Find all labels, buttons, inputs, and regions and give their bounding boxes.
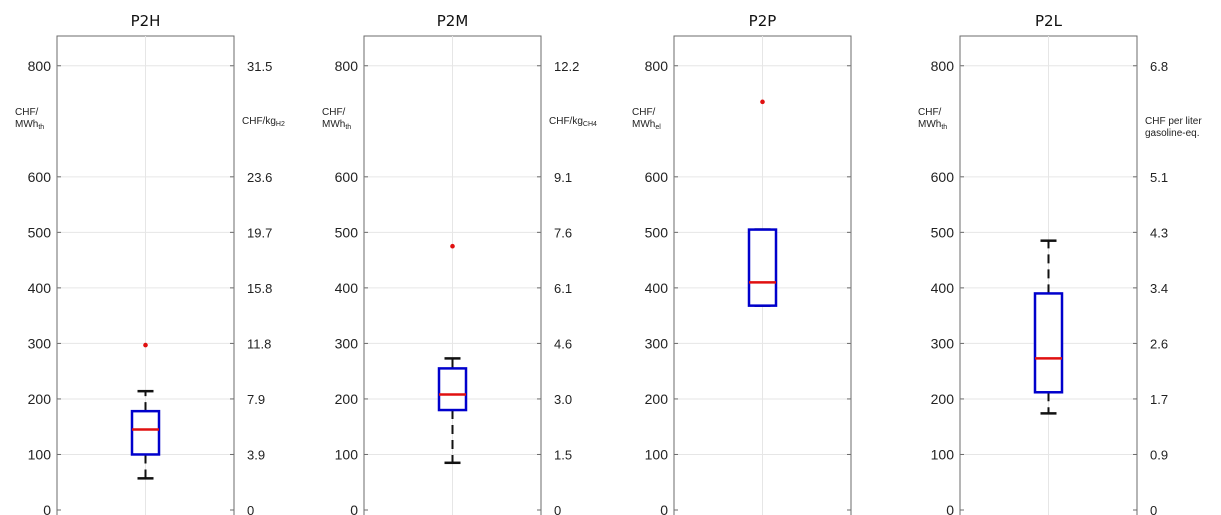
y-tick-label: 300	[28, 335, 52, 351]
box-iqr	[130, 409, 161, 456]
y-tick-label: 600	[931, 169, 955, 185]
y-axis-label: CHF/MWhel	[632, 107, 661, 131]
y-right-tick-label: 4.6	[554, 336, 572, 351]
box-iqr	[437, 367, 468, 412]
y-right-tick-label: 0	[1150, 503, 1157, 515]
y-tick-label: 100	[931, 446, 955, 462]
y-tick-label: 400	[645, 280, 669, 296]
y-tick-label: 800	[28, 58, 52, 74]
y-right-tick-label: 23.6	[247, 170, 272, 185]
y-tick-label: 500	[931, 224, 955, 240]
y-right-tick-label: 2.6	[1150, 336, 1168, 351]
outlier-point	[143, 342, 148, 348]
y-right-tick-label: 3.0	[554, 392, 572, 407]
panel-p2p: 0 100 200 300 400 500 600 800 P2P CHF/MWhel	[632, 12, 852, 515]
y-tick-label: 600	[335, 169, 359, 185]
y-tick-label: 300	[645, 335, 669, 351]
y-axis-label-right: CHF/kgCH4	[549, 116, 597, 128]
panel-p2h: 0 100 200 300 400 500 600 800 0 3.9 7.9 11.8 15.8 19.…	[15, 12, 285, 515]
outlier-point	[450, 243, 455, 249]
outlier-point	[760, 99, 765, 105]
y-tick-label: 200	[931, 391, 955, 407]
y-axis-label: CHF/MWhth	[15, 107, 44, 131]
chart-title: P2H	[131, 12, 161, 30]
box-iqr	[1033, 292, 1064, 394]
y-tick-label: 0	[660, 502, 668, 515]
y-right-tick-label: 1.7	[1150, 392, 1168, 407]
y-tick-label: 800	[645, 58, 669, 74]
y-tick-label: 600	[645, 169, 669, 185]
y-right-tick-label: 7.9	[247, 392, 265, 407]
y-tick-label: 800	[931, 58, 955, 74]
y-tick-label: 200	[28, 391, 52, 407]
y-right-tick-label: 6.1	[554, 281, 572, 296]
y-right-tick-label: 9.1	[554, 170, 572, 185]
y-tick-label: 0	[43, 502, 51, 515]
y-axis-label: CHF/MWhth	[918, 107, 947, 131]
y-right-tick-label: 1.5	[554, 447, 572, 462]
y-right-tick-label: 3.4	[1150, 281, 1168, 296]
y-right-tick-label: 11.8	[247, 336, 271, 351]
y-tick-label: 800	[335, 58, 359, 74]
y-tick-label: 0	[350, 502, 358, 515]
y-axis-label-right: CHF/kgH2	[242, 116, 285, 128]
panel-p2l: 0 100 200 300 400 500 600 800 0 0.9 1.7 2.6 3.4 4.3 5.…	[918, 12, 1202, 515]
box-iqr	[747, 228, 778, 307]
y-right-tick-label: 0	[554, 503, 561, 515]
y-right-tick-label: 12.2	[554, 59, 579, 74]
y-tick-label: 500	[645, 224, 669, 240]
y-axis-label-right: CHF per liter gasoline-eq.	[1145, 116, 1202, 139]
y-axis-label: CHF/MWhth	[322, 107, 351, 131]
y-right-tick-label: 19.7	[247, 225, 272, 240]
chart-title: P2P	[749, 12, 777, 30]
y-tick-label: 100	[335, 446, 359, 462]
panel-p2m: 0 100 200 300 400 500 600 800 0 1.5 3.0 4.6 6.1 7.6 9.…	[322, 12, 597, 515]
chart-title: P2L	[1035, 12, 1063, 30]
y-tick-label: 600	[28, 169, 52, 185]
y-right-tick-label: 15.8	[247, 281, 272, 296]
y-right-tick-label: 4.3	[1150, 225, 1168, 240]
y-tick-label: 400	[28, 280, 52, 296]
y-tick-label: 500	[335, 224, 359, 240]
y-right-tick-label: 3.9	[247, 447, 265, 462]
y-tick-label: 400	[931, 280, 955, 296]
y-tick-label: 100	[28, 446, 52, 462]
y-right-tick-label: 0	[247, 503, 254, 515]
y-right-tick-label: 5.1	[1150, 170, 1168, 185]
y-tick-label: 200	[335, 391, 359, 407]
y-tick-label: 400	[335, 280, 359, 296]
y-tick-label: 100	[645, 446, 669, 462]
y-tick-label: 500	[28, 224, 52, 240]
y-tick-label: 0	[946, 502, 954, 515]
y-right-tick-label: 6.8	[1150, 59, 1168, 74]
y-tick-label: 200	[645, 391, 669, 407]
y-right-tick-label: 31.5	[247, 59, 272, 74]
y-tick-label: 300	[335, 335, 359, 351]
chart-title: P2M	[437, 12, 469, 30]
y-right-tick-label: 0.9	[1150, 447, 1168, 462]
y-right-tick-label: 7.6	[554, 225, 572, 240]
y-tick-label: 300	[931, 335, 955, 351]
